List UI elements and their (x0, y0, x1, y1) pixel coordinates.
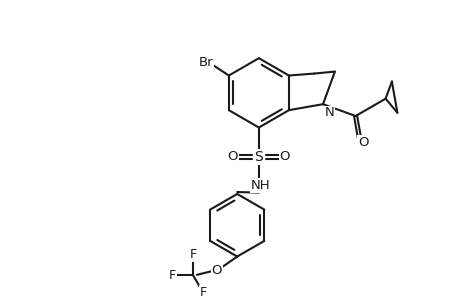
Text: S: S (254, 150, 263, 164)
Text: NH: NH (251, 179, 270, 192)
Text: F: F (189, 248, 196, 261)
Text: Br: Br (198, 56, 213, 69)
Text: F: F (169, 268, 176, 282)
Text: O: O (357, 136, 368, 149)
Text: O: O (211, 264, 222, 278)
Text: F: F (199, 286, 206, 299)
Text: O: O (279, 151, 290, 164)
Text: O: O (227, 151, 238, 164)
Text: N: N (324, 106, 333, 119)
